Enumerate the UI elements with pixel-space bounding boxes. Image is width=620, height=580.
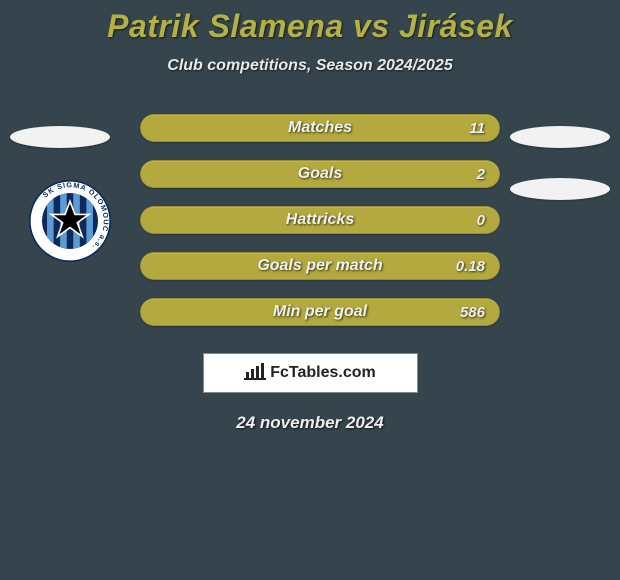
stat-value: 11	[469, 120, 485, 137]
stat-label: Goals per match	[257, 257, 382, 275]
club-logo-placeholder-right	[510, 178, 610, 200]
stat-value: 0	[477, 212, 485, 229]
date-text: 24 november 2024	[0, 413, 620, 433]
stat-row: Min per goal 586	[20, 289, 600, 335]
player-photo-placeholder-left	[10, 126, 110, 148]
stat-bar: Matches 11	[140, 114, 500, 142]
stat-label: Hattricks	[286, 211, 354, 229]
stat-label: Min per goal	[273, 303, 367, 321]
shield-icon: SK SIGMA OLOMOUC a.s.	[29, 180, 111, 262]
brand-text: FcTables.com	[270, 364, 376, 382]
stat-value: 2	[477, 166, 485, 183]
stat-value: 0.18	[456, 258, 485, 275]
brand-badge: FcTables.com	[203, 353, 418, 393]
club-logo-sigma-olomouc: SK SIGMA OLOMOUC a.s.	[29, 180, 111, 262]
chart-icon	[244, 362, 266, 385]
stat-bar: Min per goal 586	[140, 298, 500, 326]
stat-bar: Goals 2	[140, 160, 500, 188]
subtitle: Club competitions, Season 2024/2025	[0, 57, 620, 75]
page-title: Patrik Slamena vs Jirásek	[0, 8, 620, 45]
player-photo-placeholder-right	[510, 126, 610, 148]
stat-value: 586	[460, 304, 485, 321]
stat-bar: Hattricks 0	[140, 206, 500, 234]
stat-bar: Goals per match 0.18	[140, 252, 500, 280]
stat-row: Matches 11	[20, 105, 600, 151]
stat-label: Matches	[288, 119, 352, 137]
stat-label: Goals	[298, 165, 342, 183]
